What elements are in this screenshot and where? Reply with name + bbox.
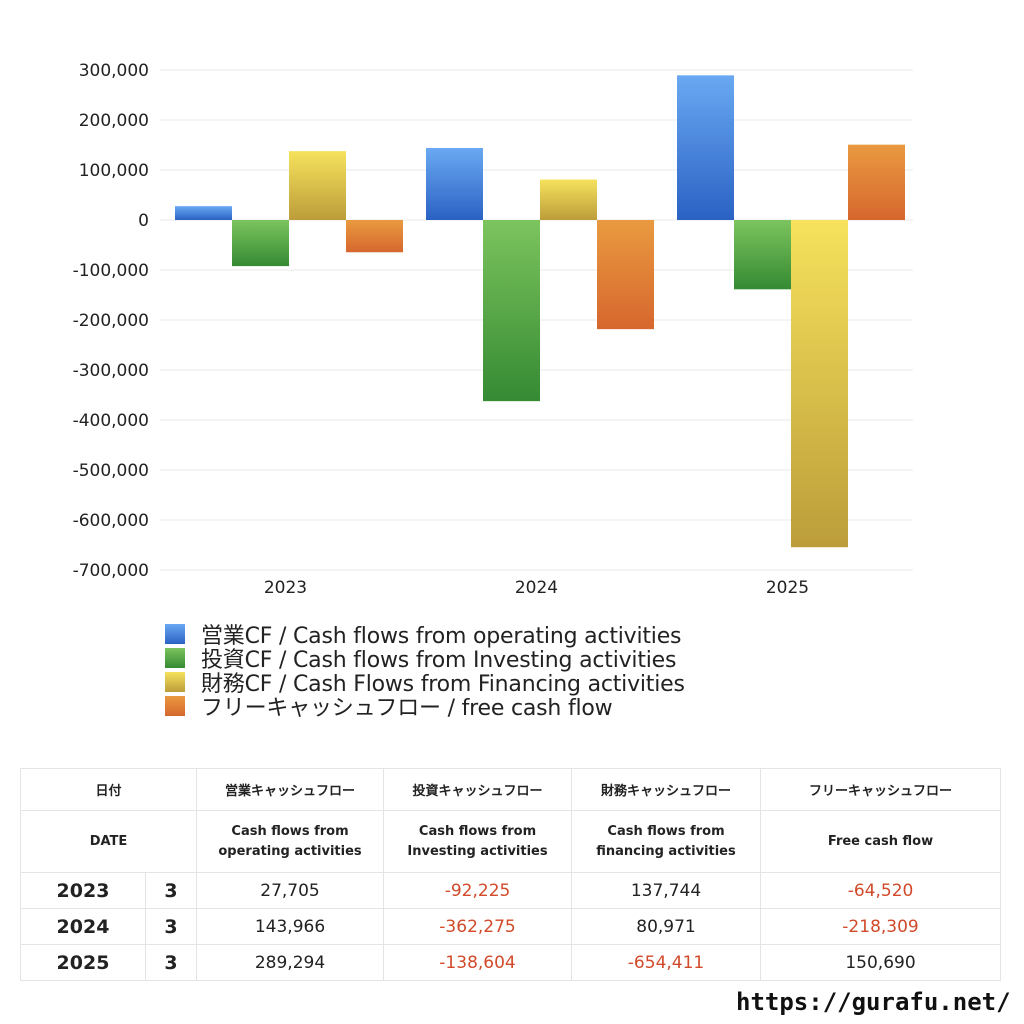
- header-line: Cash flows from: [607, 823, 725, 839]
- row-month: 3: [144, 944, 198, 981]
- row-month: 3: [144, 908, 198, 945]
- bar: [848, 144, 905, 220]
- y-tick-label: -100,000: [73, 261, 149, 281]
- header-line: Investing activities: [407, 843, 548, 859]
- cell-operating: 27,705: [196, 872, 385, 909]
- header-line: financing activities: [596, 843, 736, 859]
- header-line: Cash flows from: [231, 823, 349, 839]
- header-line: operating activities: [218, 843, 362, 859]
- table-row: 2025 3 289,294 -138,604 -654,411 150,690: [20, 944, 1002, 981]
- cell-operating: 289,294: [196, 944, 385, 981]
- y-tick-label: 300,000: [79, 61, 149, 81]
- header-line: Cash flows from: [418, 823, 537, 839]
- row-year: 2025: [20, 944, 146, 981]
- cell-free: -64,520: [760, 872, 1002, 909]
- header-date-en: DATE: [19, 810, 198, 873]
- table-row: 2023 3 27,705 -92,225 137,744 -64,520: [20, 872, 1002, 909]
- bar: [346, 220, 403, 253]
- bar: [426, 148, 483, 220]
- y-tick-label: 100,000: [79, 161, 149, 181]
- bar: [483, 220, 540, 402]
- cash-flow-table: 日付 営業キャッシュフロー 投資キャッシュフロー 財務キャッシュフロー フリーキ…: [19, 768, 1002, 981]
- bar: [289, 151, 346, 220]
- header-financing-en: Cash flows from financing activities: [571, 810, 762, 873]
- cell-investing: -362,275: [383, 908, 573, 945]
- legend-swatch: [165, 624, 185, 644]
- row-year: 2023: [20, 872, 146, 909]
- legend-label: 財務CF / Cash Flows from Financing activit…: [201, 672, 685, 697]
- y-tick-label: -600,000: [73, 511, 149, 531]
- header-date-jp: 日付: [19, 768, 198, 811]
- y-tick-label: 200,000: [79, 111, 149, 131]
- cash-flow-bar-chart: 300,000 200,000 100,000 0 -100,000 -200,000 -3…: [73, 61, 913, 598]
- header-investing-en: Cash flows from Investing activities: [383, 810, 573, 873]
- bar: [232, 220, 289, 267]
- table-header-jp: 日付 営業キャッシュフロー 投資キャッシュフロー 財務キャッシュフロー フリーキ…: [19, 768, 1002, 811]
- legend-item-free-cash-flow: フリーキャッシュフロー / free cash flow: [165, 694, 685, 721]
- cell-investing: -138,604: [383, 944, 573, 981]
- y-tick-label: -200,000: [73, 311, 149, 331]
- legend-label: 営業CF / Cash flows from operating activit…: [201, 624, 682, 649]
- x-tick-label: 2024: [515, 578, 558, 598]
- row-month: 3: [144, 872, 198, 909]
- header-financing-jp: 財務キャッシュフロー: [571, 768, 762, 811]
- legend-swatch: [165, 648, 185, 668]
- x-tick-label: 2023: [264, 578, 307, 598]
- cell-investing: -92,225: [383, 872, 573, 909]
- y-tick-label: 0: [138, 211, 149, 231]
- bar: [175, 206, 232, 220]
- bar: [791, 220, 848, 548]
- y-tick-label: -300,000: [73, 361, 149, 381]
- cell-financing: 80,971: [571, 908, 762, 945]
- header-investing-jp: 投資キャッシュフロー: [383, 768, 573, 811]
- legend: 営業CF / Cash flows from operating activit…: [165, 622, 685, 721]
- table-header-en: DATE Cash flows from operating activities…: [19, 810, 1002, 873]
- legend-swatch: [165, 672, 185, 692]
- legend-label: 投資CF / Cash flows from Investing activit…: [201, 648, 677, 673]
- bars: [175, 75, 905, 548]
- header-operating-jp: 営業キャッシュフロー: [196, 768, 385, 811]
- header-operating-en: Cash flows from operating activities: [196, 810, 385, 873]
- bar: [540, 179, 597, 220]
- y-tick-label: -400,000: [73, 411, 149, 431]
- legend-item-operating: 営業CF / Cash flows from operating activit…: [165, 622, 685, 649]
- row-year: 2024: [20, 908, 146, 945]
- legend-item-financing: 財務CF / Cash Flows from Financing activit…: [165, 670, 685, 697]
- legend-swatch: [165, 696, 185, 716]
- cell-financing: 137,744: [571, 872, 762, 909]
- x-tick-label: 2025: [766, 578, 809, 598]
- cell-financing: -654,411: [571, 944, 762, 981]
- x-axis-ticks: 2023 2024 2025: [264, 578, 809, 598]
- header-free-en: Free cash flow: [760, 810, 1002, 873]
- legend-label: フリーキャッシュフロー / free cash flow: [201, 696, 613, 721]
- bar: [734, 220, 791, 290]
- cell-free: 150,690: [760, 944, 1002, 981]
- y-axis-ticks: 300,000 200,000 100,000 0 -100,000 -200,000 -3…: [73, 61, 149, 581]
- footer-url[interactable]: https://gurafu.net/: [736, 988, 1011, 1016]
- bar: [597, 220, 654, 330]
- bar: [677, 75, 734, 220]
- cell-free: -218,309: [760, 908, 1002, 945]
- y-tick-label: -500,000: [73, 461, 149, 481]
- cell-operating: 143,966: [196, 908, 385, 945]
- y-tick-label: -700,000: [73, 561, 149, 581]
- table-row: 2024 3 143,966 -362,275 80,971 -218,309: [20, 908, 1002, 945]
- legend-item-investing: 投資CF / Cash flows from Investing activit…: [165, 646, 685, 673]
- header-free-jp: フリーキャッシュフロー: [760, 768, 1002, 811]
